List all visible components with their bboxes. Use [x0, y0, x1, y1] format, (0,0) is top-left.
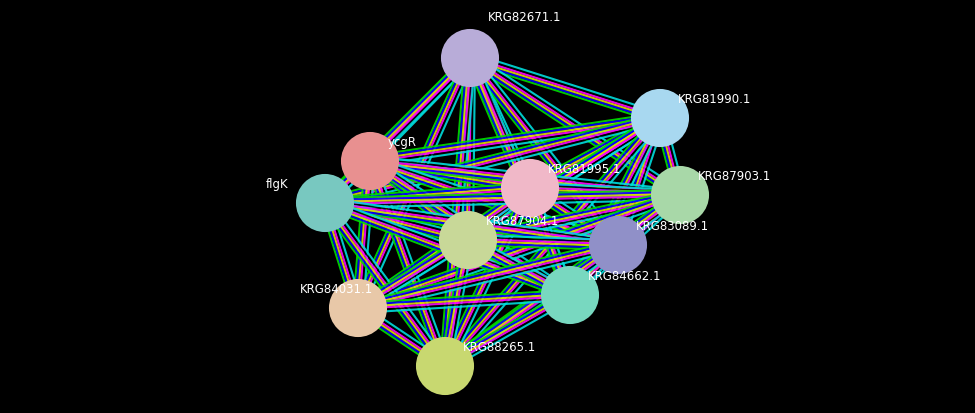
Text: KRG87904.1: KRG87904.1: [486, 214, 560, 228]
Text: KRG81995.1: KRG81995.1: [548, 163, 621, 176]
Text: KRG83089.1: KRG83089.1: [636, 219, 709, 233]
Circle shape: [417, 338, 473, 394]
Text: KRG82671.1: KRG82671.1: [488, 11, 562, 24]
Circle shape: [502, 161, 558, 216]
Circle shape: [542, 267, 598, 323]
Text: KRG88265.1: KRG88265.1: [463, 340, 536, 353]
Circle shape: [342, 134, 398, 190]
Circle shape: [440, 212, 496, 268]
Circle shape: [652, 168, 708, 223]
Text: KRG84031.1: KRG84031.1: [300, 282, 373, 295]
Text: ycgR: ycgR: [388, 136, 417, 149]
Circle shape: [632, 91, 688, 147]
Circle shape: [590, 218, 646, 273]
Circle shape: [330, 280, 386, 336]
Text: KRG81990.1: KRG81990.1: [678, 93, 752, 106]
Circle shape: [442, 31, 498, 87]
Text: KRG84662.1: KRG84662.1: [588, 269, 661, 282]
Circle shape: [297, 176, 353, 231]
Text: KRG87903.1: KRG87903.1: [698, 170, 771, 183]
Text: flgK: flgK: [266, 178, 289, 190]
